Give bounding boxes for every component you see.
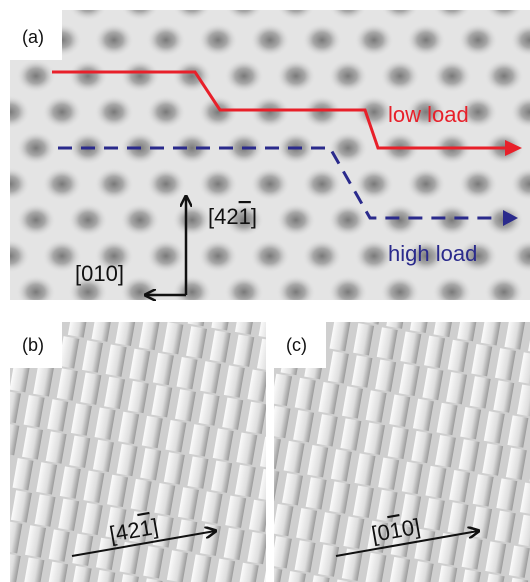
annotation: low load — [388, 102, 469, 127]
direction-label: [010] — [75, 261, 124, 286]
panel-label: (b) — [22, 335, 44, 355]
figure: (a) low load high load [421] [010] (b) [… — [0, 0, 530, 582]
annotation: high load — [388, 241, 477, 266]
direction-label: [421] — [208, 204, 257, 229]
panel-label: (c) — [286, 335, 307, 355]
panel-label: (a) — [22, 27, 44, 47]
